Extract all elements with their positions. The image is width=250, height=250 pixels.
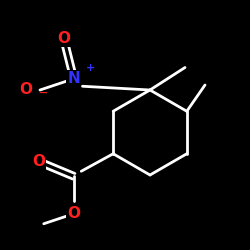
Text: +: + xyxy=(86,63,95,73)
Text: O: O xyxy=(57,31,70,46)
Text: N: N xyxy=(68,71,80,86)
Text: O: O xyxy=(32,154,45,169)
Text: −: − xyxy=(39,88,48,98)
Text: O: O xyxy=(67,206,80,221)
Text: O: O xyxy=(20,82,33,98)
